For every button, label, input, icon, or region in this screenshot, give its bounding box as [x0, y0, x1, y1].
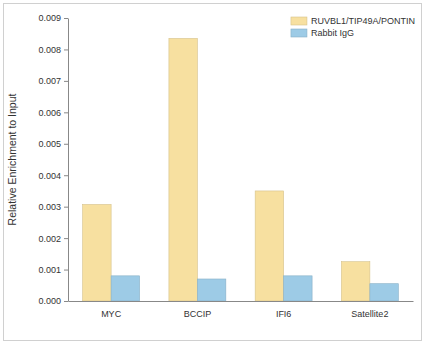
x-tick-label: IFI6: [276, 309, 292, 319]
y-tick: 0.002: [38, 233, 68, 243]
y-tick: 0.007: [38, 76, 68, 86]
chart-svg: 0.000 0.001 0.002 0.003 0.004 0.005 0.006 0.007…: [0, 0, 425, 344]
legend-label: RUVBL1/TIP49A/PONTIN: [311, 16, 415, 26]
y-tick: 0.009: [38, 13, 68, 23]
y-tick-mark: [64, 270, 68, 271]
y-axis: 0.000 0.001 0.002 0.003 0.004 0.005 0.006 0.007…: [38, 13, 68, 306]
chart-container: 0.000 0.001 0.002 0.003 0.004 0.005 0.006 0.007…: [0, 0, 425, 344]
y-tick-label: 0.003: [38, 202, 61, 212]
bars: [83, 38, 399, 301]
y-tick-label: 0.001: [38, 265, 61, 275]
x-tick-label: MYC: [101, 309, 122, 319]
bar: [284, 276, 312, 301]
y-tick-mark: [64, 49, 68, 50]
y-tick-label: 0.002: [38, 233, 61, 243]
y-axis-title: Relative Enrichment to Input: [6, 93, 18, 225]
legend-swatch: [291, 29, 307, 37]
legend-item: Rabbit IgG: [291, 28, 354, 38]
bar: [169, 38, 197, 301]
y-tick-label: 0.006: [38, 108, 61, 118]
legend: RUVBL1/TIP49A/PONTIN Rabbit IgG: [291, 16, 415, 38]
legend-label: Rabbit IgG: [311, 28, 354, 38]
y-tick-mark: [64, 112, 68, 113]
bar: [197, 279, 225, 301]
y-tick-label: 0.009: [38, 13, 61, 23]
y-tick-mark: [64, 301, 68, 302]
y-tick-label: 0.005: [38, 139, 61, 149]
legend-swatch: [291, 17, 307, 25]
y-tick: 0.000: [38, 296, 68, 306]
y-tick: 0.005: [38, 139, 68, 149]
y-tick: 0.006: [38, 108, 68, 118]
bar: [341, 262, 369, 301]
bar: [83, 204, 111, 301]
plot: 0.000 0.001 0.002 0.003 0.004 0.005 0.006 0.007…: [38, 13, 413, 319]
legend-item: RUVBL1/TIP49A/PONTIN: [291, 16, 415, 26]
x-axis-line: [69, 301, 414, 302]
y-tick: 0.004: [38, 171, 68, 181]
y-tick-label: 0.004: [38, 171, 61, 181]
x-tick: Satellite2: [351, 301, 388, 319]
y-tick: 0.003: [38, 202, 68, 212]
y-axis-line: [68, 19, 69, 302]
y-tick: 0.008: [38, 45, 68, 55]
y-tick-label: 0.008: [38, 45, 61, 55]
y-tick-mark: [64, 144, 68, 145]
bar: [370, 284, 398, 301]
y-tick-mark: [64, 81, 68, 82]
x-tick: MYC: [101, 301, 122, 319]
y-tick-mark: [64, 207, 68, 208]
x-tick: BCCIP: [184, 301, 212, 319]
y-tick-label: 0.000: [38, 296, 61, 306]
x-tick: IFI6: [276, 301, 292, 319]
x-tick-label: BCCIP: [184, 309, 212, 319]
y-tick-label: 0.007: [38, 76, 61, 86]
chart-frame: [4, 4, 422, 341]
bar: [255, 191, 283, 301]
x-tick-label: Satellite2: [351, 309, 388, 319]
y-tick-mark: [64, 238, 68, 239]
y-tick-mark: [64, 18, 68, 19]
y-tick: 0.001: [38, 265, 68, 275]
bar: [111, 276, 139, 301]
y-tick-mark: [64, 175, 68, 176]
x-axis: MYC BCCIP IFI6 Satellite2: [69, 301, 414, 319]
